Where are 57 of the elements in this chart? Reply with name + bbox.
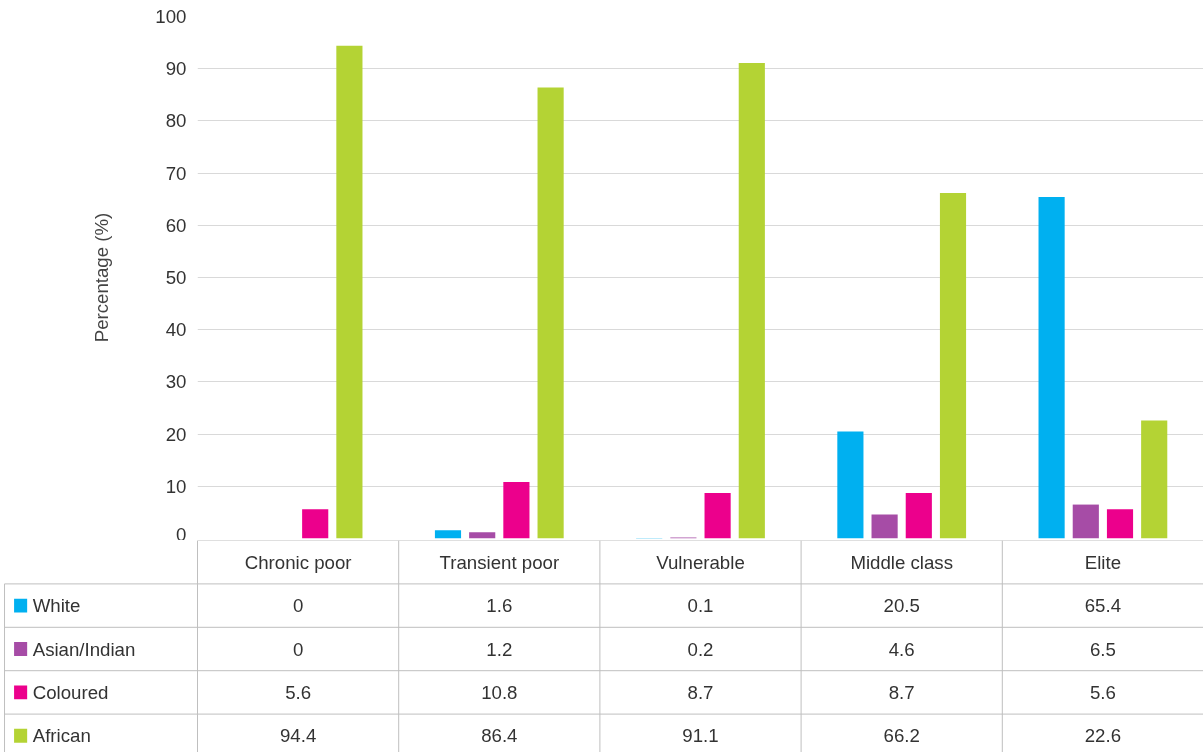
bar — [302, 509, 329, 539]
data-label: 65.4 — [1084, 595, 1122, 617]
data-label: 20.5 — [883, 595, 920, 617]
data-label: 8.7 — [687, 681, 714, 703]
bar — [469, 532, 496, 539]
data-label: 5.6 — [1089, 681, 1116, 703]
y-tick-label: 100 — [155, 6, 187, 27]
data-label: 0.1 — [687, 595, 714, 617]
x-tick-label: Transient poor — [439, 551, 560, 573]
bar — [503, 482, 530, 539]
bar — [336, 45, 363, 539]
data-label: 94.4 — [279, 725, 317, 747]
bar — [871, 514, 898, 539]
x-tick-label: Middle class — [850, 551, 954, 573]
data-label: 1.6 — [486, 595, 513, 617]
legend-label: White — [32, 595, 81, 617]
data-label: 1.2 — [486, 638, 513, 660]
bar — [738, 62, 765, 539]
data-label: 91.1 — [682, 725, 719, 747]
bar — [939, 192, 967, 539]
data-label: 4.6 — [888, 638, 915, 660]
data-label: 0.2 — [687, 638, 714, 660]
data-label: 0 — [292, 638, 304, 660]
data-label: 6.5 — [1089, 638, 1116, 660]
y-tick-label: 10 — [165, 475, 187, 497]
y-tick-label: 50 — [165, 267, 187, 288]
data-label: 10.8 — [481, 681, 518, 703]
y-tick-label: 60 — [165, 214, 187, 236]
y-tick-label: 0 — [176, 523, 187, 545]
x-tick-label: Vulnerable — [656, 551, 745, 573]
legend-label: Coloured — [32, 681, 109, 703]
data-label: 22.6 — [1084, 725, 1122, 747]
y-tick-label: 70 — [165, 162, 187, 184]
bar — [837, 431, 864, 539]
bar — [905, 493, 932, 539]
bar — [704, 493, 731, 539]
bar — [1038, 197, 1065, 539]
bar — [537, 87, 564, 539]
data-label: 86.4 — [481, 725, 518, 747]
bar — [1106, 509, 1134, 539]
bar — [1072, 504, 1099, 539]
x-tick-label: Chronic poor — [244, 551, 352, 573]
legend-label: Asian/Indian — [32, 638, 136, 660]
y-tick-label: 30 — [165, 371, 187, 393]
data-label: 66.2 — [883, 725, 920, 747]
bar — [434, 530, 462, 539]
data-label: 5.6 — [285, 681, 312, 703]
y-tick-label: 80 — [165, 110, 187, 132]
data-label: 0 — [292, 595, 304, 617]
y-tick-label: 40 — [165, 319, 187, 341]
x-tick-label: Elite — [1084, 551, 1122, 573]
y-axis-title: Percentage (%) — [91, 212, 113, 343]
legend-label: African — [32, 725, 91, 747]
bar — [1141, 420, 1168, 539]
y-tick-label: 90 — [165, 58, 187, 80]
y-tick-label: 20 — [165, 423, 187, 445]
data-label: 8.7 — [888, 681, 915, 703]
